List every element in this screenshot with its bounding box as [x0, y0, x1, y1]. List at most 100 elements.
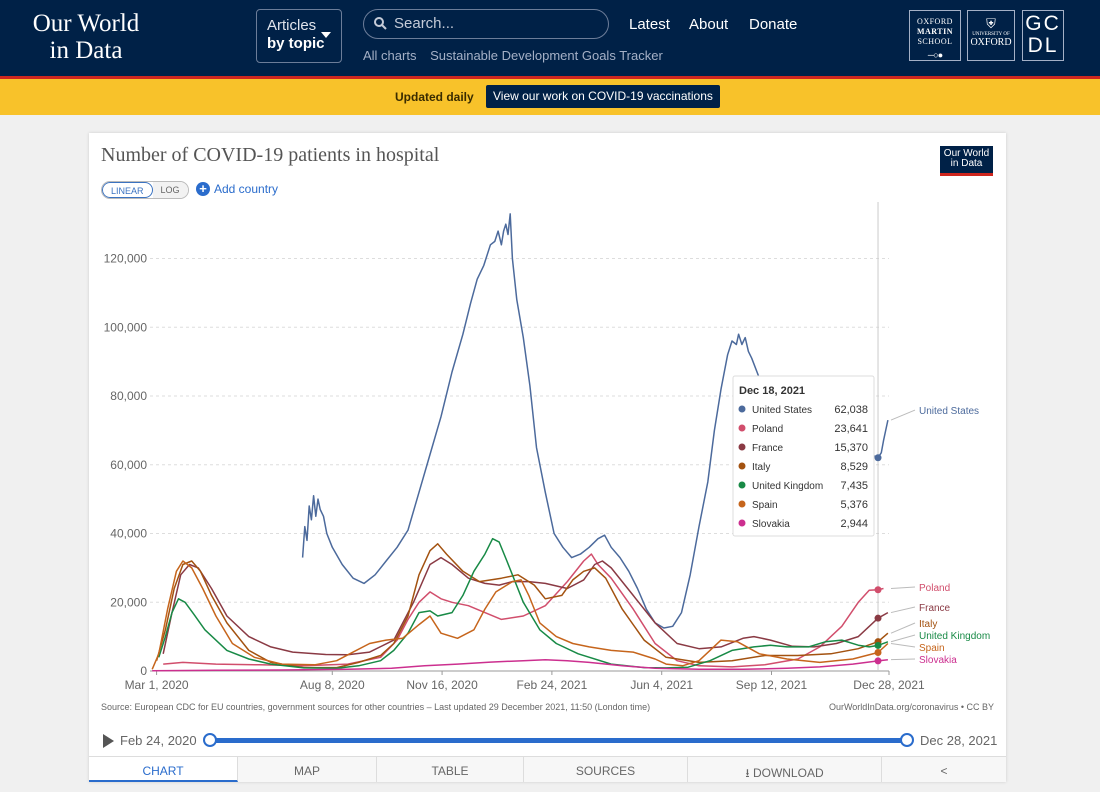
search-input[interactable]: Search...	[363, 9, 609, 39]
y-tick-label: 80,000	[110, 389, 147, 403]
search-placeholder: Search...	[394, 15, 455, 32]
vaccinations-link-button[interactable]: View our work on COVID-19 vaccinations	[486, 85, 720, 108]
site-header: Our World in Data Articles by topic Sear…	[0, 0, 1100, 76]
oxford-crest-icon: ⛨	[986, 16, 996, 31]
tooltip-swatch	[738, 443, 746, 451]
tooltip-series-name: United Kingdom	[752, 481, 823, 492]
tooltip-swatch	[738, 405, 746, 413]
series-line-united-kingdom	[158, 537, 889, 670]
tooltip-swatch	[738, 424, 746, 432]
alert-banner: Updated daily View our work on COVID-19 …	[0, 79, 1100, 115]
x-tick-label: Aug 8, 2020	[300, 678, 365, 692]
badge-line-1: Our World	[943, 148, 990, 159]
y-tick-label: 120,000	[104, 252, 148, 266]
share-icon: <	[940, 764, 948, 778]
series-line-spain	[151, 560, 889, 670]
timeline-track[interactable]	[210, 738, 907, 743]
gcdl-logo[interactable]: GC DL	[1022, 10, 1064, 61]
y-tick-label: 60,000	[110, 458, 147, 472]
oxm-line-3: SCHOOL	[917, 37, 953, 46]
series-line-italy	[155, 543, 889, 669]
topic-label-2: by topic	[267, 35, 325, 52]
search-icon	[374, 17, 387, 30]
end-label-connector	[890, 586, 916, 590]
add-country-button[interactable]: + Add country	[196, 182, 278, 196]
tab-download[interactable]: ⭳ DOWNLOAD	[688, 757, 882, 782]
tooltip-series-name: Spain	[752, 500, 778, 511]
credit-note[interactable]: OurWorldInData.org/coronavirus • CC BY	[828, 702, 994, 712]
end-label-poland: Poland	[919, 583, 950, 594]
tab-map[interactable]: MAP	[238, 757, 377, 782]
chevron-down-icon	[321, 32, 331, 38]
end-label-slovakia: Slovakia	[919, 655, 957, 666]
series-line-slovakia	[152, 658, 888, 672]
x-tick-label: Mar 1, 2020	[125, 678, 189, 692]
end-label-spain: Spain	[919, 643, 945, 654]
end-label-connector	[890, 409, 916, 421]
nav-donate[interactable]: Donate	[749, 16, 798, 33]
logo-line-1: Our World	[32, 10, 140, 37]
end-label-italy: Italy	[919, 619, 937, 630]
sdg-tracker-link[interactable]: Sustainable Development Goals Tracker	[430, 48, 663, 63]
tab-download-label: DOWNLOAD	[752, 766, 824, 780]
timeline-start-label: Feb 24, 2020	[120, 733, 197, 748]
x-tick-label: Dec 28, 2021	[853, 678, 925, 692]
all-charts-link[interactable]: All charts	[363, 48, 417, 63]
chart-tabs: CHART MAP TABLE SOURCES ⭳ DOWNLOAD <	[89, 756, 1006, 782]
oxford-martin-logo[interactable]: OXFORD MARTIN SCHOOL ─○●	[909, 10, 961, 61]
end-label-connector	[890, 622, 916, 634]
tooltip-swatch	[738, 519, 746, 527]
tooltip-value: 5,376	[840, 499, 868, 511]
tooltip-swatch	[738, 462, 746, 470]
gc-line-1: GC	[1025, 12, 1061, 35]
tab-share[interactable]: <	[882, 757, 1006, 782]
scale-log-button[interactable]: LOG	[152, 182, 188, 198]
ox-line-2: OXFORD	[970, 37, 1012, 48]
sub-links: All charts Sustainable Development Goals…	[363, 48, 673, 63]
plus-circle-icon: +	[196, 182, 210, 196]
tooltip-value: 62,038	[834, 404, 868, 416]
line-chart[interactable]: 0 20,000 40,000 60,000 80,000 100,000 120,000 M…	[89, 133, 1006, 693]
topic-label-1: Articles	[267, 17, 317, 34]
tooltip-value: 8,529	[840, 461, 868, 473]
hover-point-slovakia	[874, 657, 882, 665]
tab-sources[interactable]: SOURCES	[524, 757, 688, 782]
y-tick-label: 0	[140, 664, 147, 678]
timeline-start-handle[interactable]	[203, 733, 217, 747]
add-country-label: Add country	[214, 182, 279, 196]
hover-point-united-states	[874, 454, 882, 462]
tab-table[interactable]: TABLE	[377, 757, 524, 782]
nav-latest[interactable]: Latest	[629, 16, 670, 33]
hover-point-poland	[874, 586, 882, 594]
owid-logo[interactable]: Our World in Data	[28, 10, 144, 64]
banner-text: Updated daily	[395, 90, 474, 104]
nav-about[interactable]: About	[689, 16, 729, 33]
end-label-connector	[890, 658, 916, 661]
logo-line-2: in Data	[49, 37, 123, 64]
chart-title: Number of COVID-19 patients in hospital	[101, 144, 440, 166]
tooltip-series-name: Slovakia	[752, 519, 790, 530]
tooltip-swatch	[738, 500, 746, 508]
y-tick-label: 100,000	[104, 320, 148, 334]
owid-badge-logo[interactable]: Our World in Data	[940, 146, 993, 176]
hover-point-united-kingdom	[874, 641, 882, 649]
scale-linear-button[interactable]: LINEAR	[102, 182, 153, 198]
articles-by-topic-button[interactable]: Articles by topic	[256, 9, 342, 63]
scale-toggle: LINEAR LOG	[101, 181, 189, 199]
tooltip-value: 15,370	[834, 442, 868, 454]
end-label-france: France	[919, 603, 951, 614]
ox-line-1: UNIVERSITY OF	[972, 32, 1010, 37]
x-tick-label: Nov 16, 2020	[406, 678, 478, 692]
timeline-slider: Feb 24, 2020 Dec 28, 2021	[89, 729, 1006, 753]
university-of-oxford-logo[interactable]: ⛨ UNIVERSITY OF OXFORD	[967, 10, 1015, 61]
y-tick-label: 20,000	[110, 595, 147, 609]
tooltip-date: Dec 18, 2021	[739, 385, 805, 397]
oxm-dots-icon: ─○●	[927, 50, 943, 60]
play-icon[interactable]	[103, 734, 114, 748]
tooltip-series-name: Poland	[752, 424, 783, 435]
tab-chart[interactable]: CHART	[89, 757, 238, 782]
x-tick-label: Jun 4, 2021	[630, 678, 693, 692]
tooltip-series-name: United States	[752, 405, 812, 416]
x-tick-label: Sep 12, 2021	[736, 678, 808, 692]
timeline-end-handle[interactable]	[900, 733, 914, 747]
